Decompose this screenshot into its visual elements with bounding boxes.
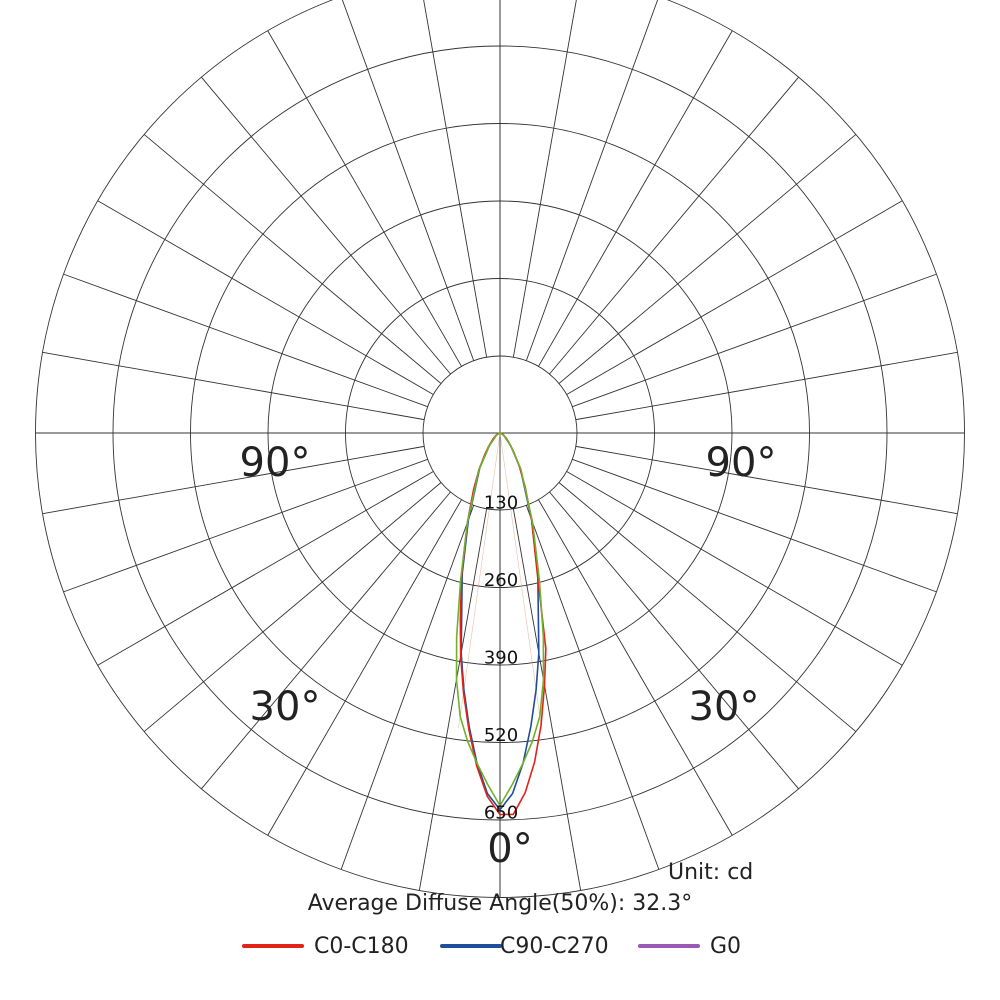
- grid-spoke-320: [201, 492, 450, 789]
- legend-item-c90-c270: C90-C270: [440, 930, 609, 962]
- angle-label-4: 0°: [487, 826, 532, 872]
- legend-item-g0: G0: [638, 930, 741, 962]
- radial-tick-label-650: 650: [484, 803, 518, 824]
- grid-spoke-110: [572, 274, 936, 407]
- grid-spoke-340: [341, 505, 474, 869]
- grid-spoke-260: [43, 352, 425, 419]
- polar-grid: [36, 0, 965, 898]
- grid-spoke-100: [576, 352, 958, 419]
- legend-swatch-g0: [638, 944, 700, 948]
- radial-tick-label-390: 390: [484, 648, 518, 669]
- grid-spoke-230: [144, 134, 441, 383]
- legend-swatch-c0-c180: [242, 944, 304, 948]
- grid-spoke-280: [43, 446, 425, 513]
- grid-spoke-220: [201, 77, 450, 374]
- grid-spoke-40: [549, 492, 798, 789]
- intensity-curves: [457, 433, 546, 815]
- radial-tick-label-260: 260: [484, 570, 518, 591]
- grid-spoke-350: [419, 509, 486, 891]
- unit-label: Unit: cd: [668, 860, 753, 885]
- diffuse-angle-label: Average Diffuse Angle(50%): 32.3°: [0, 891, 1000, 916]
- legend-swatch-c90-c270: [440, 944, 502, 948]
- legend-label-c90-c270: C90-C270: [500, 934, 609, 959]
- grid-spoke-200: [341, 0, 474, 361]
- grid-spoke-130: [559, 134, 856, 383]
- legend-label-g0: G0: [710, 934, 741, 959]
- radial-tick-label-520: 520: [484, 725, 518, 746]
- angle-label-2: 30°: [250, 684, 321, 730]
- grid-spoke-160: [526, 0, 659, 361]
- grid-spoke-250: [64, 274, 428, 407]
- grid-spoke-20: [526, 505, 659, 869]
- legend-label-c0-c180: C0-C180: [314, 934, 409, 959]
- angle-label-0: 90°: [240, 440, 311, 486]
- angle-label-3: 30°: [689, 684, 760, 730]
- angle-label-1: 90°: [706, 440, 777, 486]
- radial-tick-labels: 130 260 390 520 650: [484, 493, 518, 824]
- radial-tick-label-130: 130: [484, 493, 518, 514]
- legend: C0-C180 C90-C270 G0: [0, 930, 1000, 962]
- legend-item-c0-c180: C0-C180: [242, 930, 409, 962]
- grid-spoke-140: [549, 77, 798, 374]
